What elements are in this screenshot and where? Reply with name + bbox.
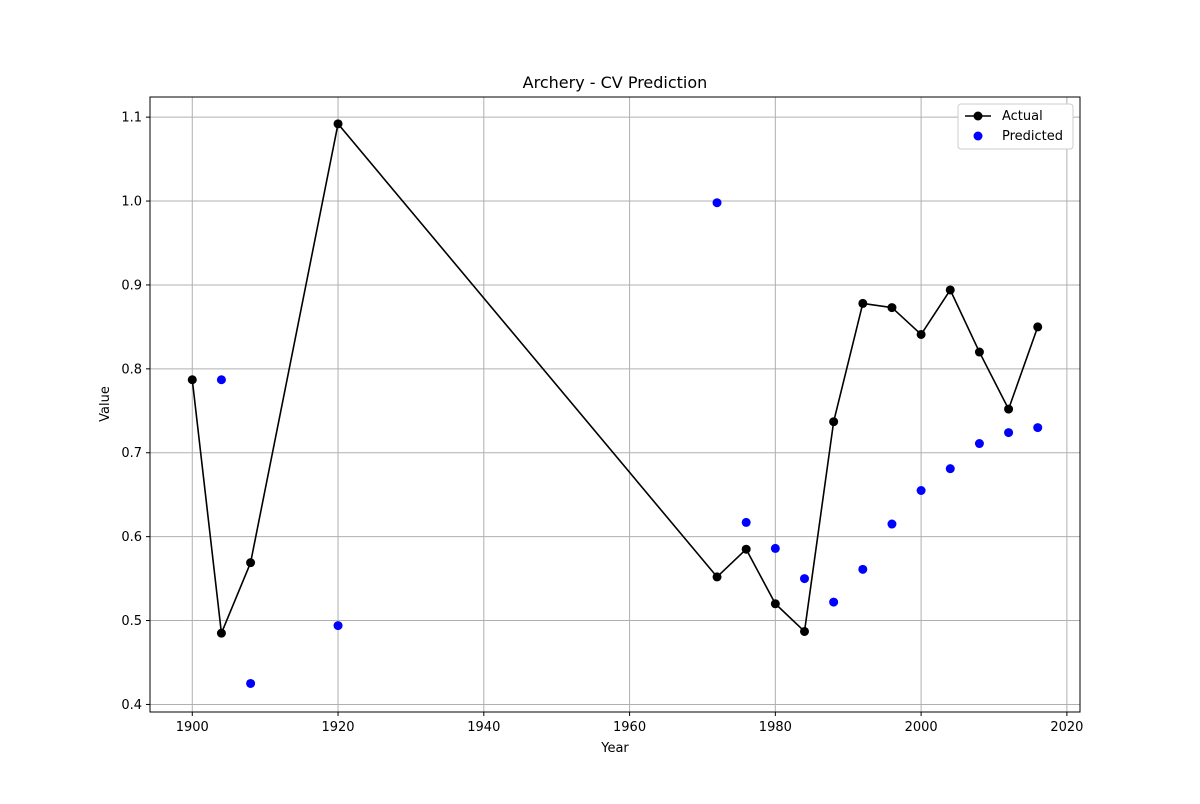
data-point-predicted	[887, 519, 897, 529]
data-point-predicted	[770, 543, 780, 553]
plot-frame	[149, 96, 1081, 713]
data-point-actual	[1004, 404, 1014, 414]
y-tick-label: 0.9	[121, 278, 142, 293]
chart-title: Archery - CV Prediction	[523, 73, 708, 92]
data-point-actual	[829, 417, 839, 427]
x-tick-label: 1980	[759, 720, 792, 735]
legend: Actual Predicted	[957, 103, 1074, 150]
data-point-actual	[770, 599, 780, 609]
data-point-actual	[187, 375, 197, 385]
data-point-actual	[916, 329, 926, 339]
ticks-layer: 1900 1920 1940 1960 1980 2000 2020 0.4 0.5 0.6 0.7…	[121, 111, 1083, 735]
data-point-actual	[858, 298, 868, 308]
series-predicted	[216, 198, 1043, 688]
x-axis-label: Year	[600, 741, 629, 756]
y-tick-label: 0.7	[121, 446, 142, 461]
legend-predicted-marker	[973, 131, 983, 141]
series-line	[191, 123, 1039, 634]
data-point-predicted	[858, 564, 868, 574]
data-point-predicted	[829, 597, 839, 607]
data-point-actual	[799, 626, 809, 636]
y-tick-label: 0.8	[121, 362, 142, 377]
data-point-actual	[887, 303, 897, 313]
x-tick-label: 1900	[176, 720, 209, 735]
data-point-predicted	[945, 464, 955, 474]
data-point-predicted	[1004, 428, 1014, 438]
grid-layer	[150, 97, 1080, 712]
data-point-predicted	[333, 621, 343, 631]
data-point-actual	[1033, 322, 1043, 332]
data-point-actual	[333, 119, 343, 129]
legend-predicted-label: Predicted	[1002, 129, 1063, 144]
data-point-predicted	[799, 574, 809, 584]
data-point-predicted	[974, 439, 984, 449]
x-tick-label: 2000	[905, 720, 938, 735]
x-tick-label: 1920	[321, 720, 354, 735]
y-tick-label: 0.4	[121, 698, 142, 713]
x-tick-label: 1940	[467, 720, 500, 735]
x-tick-label: 1960	[613, 720, 646, 735]
legend-actual-marker	[973, 111, 983, 121]
data-point-actual	[216, 628, 226, 638]
legend-actual-label: Actual	[1002, 109, 1043, 124]
data-point-actual	[712, 572, 722, 582]
data-point-predicted	[916, 485, 926, 495]
data-point-actual	[974, 347, 984, 357]
y-axis-label: Value	[98, 386, 113, 422]
data-point-actual	[246, 558, 256, 568]
data-point-predicted	[246, 678, 256, 688]
data-point-actual	[741, 544, 751, 554]
data-point-predicted	[712, 198, 722, 208]
y-tick-label: 0.6	[121, 530, 142, 545]
y-tick-label: 1.0	[121, 195, 142, 210]
data-point-predicted	[1033, 423, 1043, 433]
y-tick-label: 1.1	[121, 111, 142, 126]
data-point-actual	[945, 285, 955, 295]
data-point-predicted	[216, 375, 226, 385]
series-layer	[187, 119, 1043, 688]
x-tick-label: 2020	[1050, 720, 1083, 735]
series-actual	[187, 119, 1043, 638]
data-point-predicted	[741, 517, 751, 527]
y-tick-label: 0.5	[121, 614, 142, 629]
